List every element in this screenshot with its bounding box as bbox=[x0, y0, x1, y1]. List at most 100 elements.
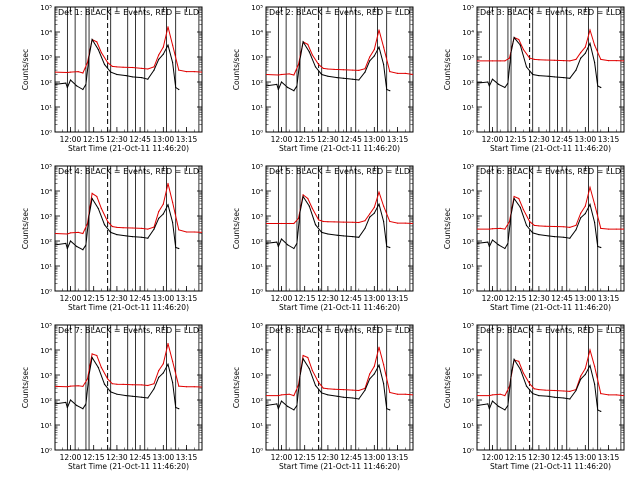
events-data-point bbox=[66, 86, 68, 89]
lld-data-point bbox=[277, 395, 279, 397]
panel-content bbox=[55, 7, 202, 132]
events-data-point bbox=[175, 246, 177, 249]
lld-data-point bbox=[100, 52, 102, 54]
x-tick-label: 12:15 bbox=[294, 294, 316, 303]
events-data-point bbox=[383, 63, 385, 66]
panel-title: Det 2: BLACK = Events, RED = LLD bbox=[269, 8, 410, 17]
lld-data-point bbox=[383, 46, 385, 48]
events-data-point bbox=[358, 236, 360, 238]
x-tick-label: 12:00 bbox=[60, 135, 82, 144]
lld-data-point bbox=[172, 44, 174, 46]
events-data-point bbox=[563, 397, 565, 399]
events-data-point bbox=[82, 408, 84, 410]
lld-data-point bbox=[322, 387, 324, 389]
lld-data-point bbox=[594, 365, 596, 367]
lld-data-point bbox=[266, 73, 267, 76]
events-data-point bbox=[172, 221, 174, 224]
y-tick-label: 10⁵ bbox=[251, 4, 263, 12]
y-tick-label: 10⁴ bbox=[40, 347, 52, 355]
events-data-point bbox=[504, 86, 506, 89]
lld-data-point bbox=[508, 57, 511, 59]
lld-data-point bbox=[167, 182, 169, 185]
lld-data-point bbox=[293, 74, 295, 76]
y-tick-label: 10⁵ bbox=[462, 4, 474, 12]
lld-data-point bbox=[307, 356, 309, 359]
events-data-point bbox=[600, 86, 602, 89]
x-tick-label: 13:00 bbox=[575, 453, 597, 462]
lld-data-point bbox=[172, 201, 174, 203]
lld-data-point bbox=[266, 395, 267, 397]
events-data-point bbox=[299, 375, 301, 377]
events-data-point bbox=[88, 56, 90, 58]
events-data-point bbox=[97, 207, 99, 210]
events-data-point bbox=[336, 77, 338, 79]
plot-frame bbox=[476, 165, 625, 292]
y-tick-label: 10⁵ bbox=[462, 322, 474, 330]
lld-data-point bbox=[55, 71, 56, 73]
events-data-point bbox=[97, 366, 99, 369]
events-data-point bbox=[487, 81, 489, 83]
y-tick-label: 10³ bbox=[251, 213, 263, 221]
events-data-point bbox=[82, 88, 84, 91]
events-data-point bbox=[158, 58, 160, 61]
lld-data-point bbox=[600, 58, 602, 61]
lld-data-point bbox=[538, 225, 540, 227]
lld-data-point bbox=[86, 378, 89, 380]
lld-data-point bbox=[378, 191, 380, 193]
events-data-point bbox=[88, 374, 90, 376]
x-tick-label: 12:30 bbox=[317, 294, 339, 303]
y-tick-label: 10¹ bbox=[40, 422, 52, 430]
y-tick-label: 10⁵ bbox=[40, 4, 52, 12]
lld-data-point bbox=[77, 385, 79, 387]
events-data-point bbox=[266, 404, 267, 407]
lld-data-point bbox=[364, 220, 366, 222]
events-data-point bbox=[498, 83, 500, 85]
lld-data-point bbox=[172, 360, 174, 362]
y-tick-label: 10⁴ bbox=[40, 188, 52, 196]
events-data-point bbox=[175, 86, 177, 89]
lld-data-point bbox=[77, 231, 79, 233]
events-series-line bbox=[477, 36, 602, 89]
lld-data-point bbox=[580, 375, 582, 377]
events-data-point bbox=[299, 211, 301, 213]
lld-data-point bbox=[373, 365, 375, 367]
lld-data-point bbox=[538, 59, 540, 61]
events-data-point bbox=[158, 376, 160, 378]
events-data-point bbox=[162, 53, 164, 55]
x-axis-title: Start Time (21-Oct-11 11:46:20) bbox=[490, 144, 611, 153]
events-data-point bbox=[321, 392, 323, 394]
events-data-point bbox=[277, 408, 279, 410]
events-data-point bbox=[125, 395, 127, 397]
events-data-point bbox=[389, 246, 391, 249]
events-data-point bbox=[477, 82, 478, 84]
events-data-point bbox=[76, 85, 78, 87]
lld-data-point bbox=[302, 194, 304, 196]
events-data-point bbox=[66, 247, 68, 250]
x-tick-label: 12:15 bbox=[505, 453, 527, 462]
y-tick-label: 10³ bbox=[462, 372, 474, 380]
events-data-point bbox=[116, 393, 118, 395]
y-tick-label: 10³ bbox=[40, 213, 52, 221]
lld-data-point bbox=[569, 390, 571, 392]
events-data-point bbox=[342, 235, 344, 237]
events-data-point bbox=[563, 236, 565, 238]
y-tick-label: 10⁰ bbox=[40, 288, 52, 296]
events-data-point bbox=[158, 217, 160, 219]
panel-content bbox=[55, 166, 202, 291]
events-data-point bbox=[538, 234, 540, 236]
events-data-point bbox=[293, 90, 295, 92]
lld-data-point bbox=[404, 72, 406, 74]
y-tick-label: 10¹ bbox=[40, 263, 52, 271]
lld-data-point bbox=[575, 58, 577, 61]
lld-data-point bbox=[488, 60, 490, 62]
events-data-point bbox=[513, 36, 515, 39]
lld-data-point bbox=[378, 346, 380, 348]
events-data-point bbox=[491, 78, 494, 80]
lld-data-point bbox=[327, 68, 329, 70]
lld-data-point bbox=[327, 388, 329, 390]
lld-data-point bbox=[162, 203, 164, 205]
lld-data-point bbox=[383, 205, 385, 207]
events-data-point bbox=[85, 83, 87, 85]
y-axis-title: Counts/sec bbox=[443, 367, 452, 408]
